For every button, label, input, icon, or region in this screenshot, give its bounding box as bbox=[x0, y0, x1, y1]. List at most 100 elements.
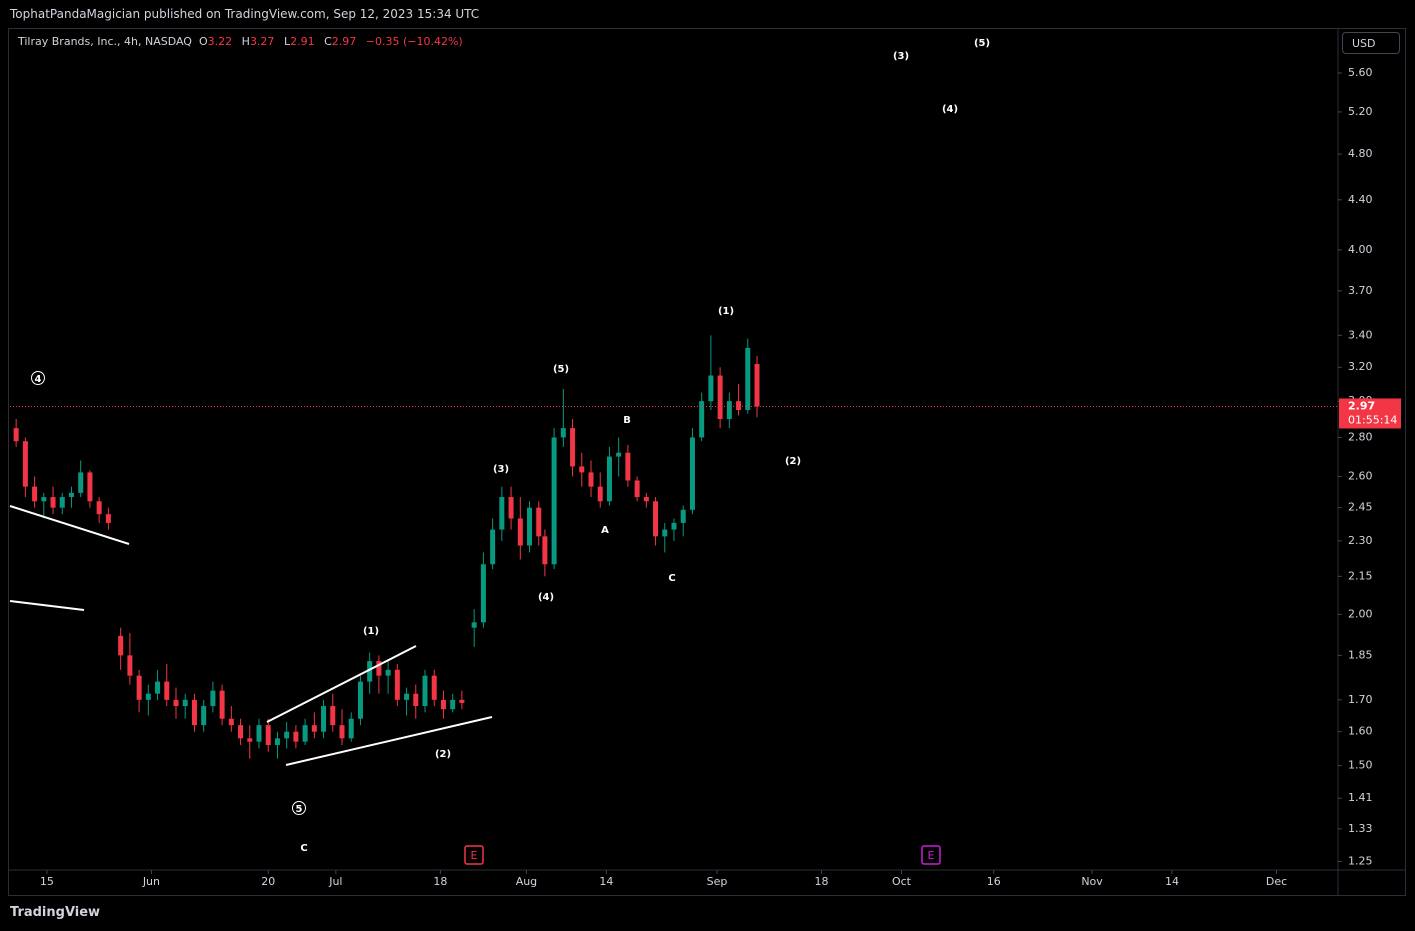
candle-body bbox=[662, 529, 668, 537]
candle-body bbox=[87, 472, 93, 502]
currency-button[interactable]: USD bbox=[1342, 32, 1400, 54]
candle-body bbox=[471, 622, 477, 628]
y-tick-label: 3.20 bbox=[1348, 360, 1373, 373]
wave-label: C bbox=[300, 843, 307, 854]
y-tick-label: 2.60 bbox=[1348, 469, 1373, 482]
x-tick-label: 16 bbox=[987, 875, 1001, 888]
candle-body bbox=[625, 452, 631, 481]
candle-body bbox=[560, 428, 566, 438]
candle-body bbox=[274, 738, 280, 746]
y-tick-label: 2.30 bbox=[1348, 534, 1373, 547]
candle-body bbox=[671, 522, 677, 530]
y-tick-label: 2.45 bbox=[1348, 501, 1373, 514]
candle-body bbox=[118, 635, 124, 656]
candle-body bbox=[348, 718, 354, 739]
wave-label: C bbox=[668, 573, 675, 584]
candle-body bbox=[717, 375, 723, 420]
price-badge bbox=[1339, 398, 1401, 429]
y-tick-label: 5.60 bbox=[1348, 66, 1373, 79]
candle-body bbox=[588, 472, 594, 487]
candle-body bbox=[173, 699, 179, 707]
x-tick-label: 14 bbox=[1165, 875, 1179, 888]
candle-body bbox=[459, 699, 465, 703]
ohlc-label: L bbox=[283, 35, 291, 48]
wave-label: 4 bbox=[35, 374, 42, 385]
wave-label: 5 bbox=[296, 804, 303, 815]
earnings-label: E bbox=[928, 849, 935, 862]
x-tick-label: 18 bbox=[815, 875, 829, 888]
y-tick-label: 1.50 bbox=[1348, 759, 1373, 772]
candle-body bbox=[136, 675, 142, 700]
candle-body bbox=[616, 452, 622, 457]
y-tick-label: 1.70 bbox=[1348, 693, 1373, 706]
candle-body bbox=[736, 401, 742, 411]
y-tick-label: 2.80 bbox=[1348, 430, 1373, 443]
ohlc-label: C bbox=[324, 35, 332, 48]
ohlc-label: O bbox=[198, 35, 208, 48]
change: −0.35 (−10.42%) bbox=[365, 35, 463, 48]
countdown: 01:55:14 bbox=[1348, 413, 1397, 426]
y-tick-label: 4.80 bbox=[1348, 147, 1373, 160]
price-label: 2.97 bbox=[1348, 399, 1375, 412]
wave-label: (1) bbox=[363, 626, 379, 637]
y-tick-label: 3.70 bbox=[1348, 284, 1373, 297]
candle-body bbox=[105, 514, 111, 523]
trend-line bbox=[9, 600, 85, 611]
y-tick-label: 1.25 bbox=[1348, 855, 1373, 868]
candle-body bbox=[490, 529, 496, 565]
wave-label: (4) bbox=[538, 592, 554, 603]
earnings-label: E bbox=[471, 849, 478, 862]
publisher: TophatPandaMagician published on Trading… bbox=[10, 7, 480, 21]
candle-body bbox=[210, 690, 216, 707]
candle-body bbox=[480, 564, 486, 623]
candle-body bbox=[13, 428, 19, 442]
candle-body bbox=[745, 347, 751, 411]
high-value: 3.27 bbox=[249, 35, 275, 48]
candle-body bbox=[78, 472, 84, 493]
trend-line bbox=[9, 505, 130, 545]
wave-label: A bbox=[601, 525, 609, 536]
candle-body bbox=[321, 706, 327, 732]
candle-body bbox=[527, 507, 533, 546]
x-tick-label: Nov bbox=[1081, 875, 1103, 888]
candle-body bbox=[413, 693, 419, 707]
earnings-marker bbox=[464, 845, 484, 865]
candle-body bbox=[394, 669, 400, 700]
y-tick-label: 1.60 bbox=[1348, 725, 1373, 738]
publish-bar: TophatPandaMagician published on Trading… bbox=[0, 0, 1415, 28]
x-tick-label: 18 bbox=[433, 875, 447, 888]
candle-body bbox=[508, 497, 514, 519]
wave-label: (4) bbox=[942, 104, 958, 115]
chart-frame bbox=[8, 28, 1406, 896]
legend: Tilray Brands, Inc., 4h, NASDAQ O3.22 H3… bbox=[18, 34, 469, 50]
y-tick-label: 1.85 bbox=[1348, 648, 1373, 661]
candle-body bbox=[339, 725, 345, 739]
open-value: 3.22 bbox=[207, 35, 233, 48]
candle-body bbox=[293, 731, 299, 742]
x-tick-label: Sep bbox=[707, 875, 728, 888]
candle-body bbox=[238, 725, 244, 739]
candle-body bbox=[422, 675, 428, 707]
low-value: 2.91 bbox=[290, 35, 315, 48]
candle-body bbox=[247, 738, 253, 742]
wave-label: B bbox=[623, 415, 631, 426]
y-tick-label: 3.40 bbox=[1348, 328, 1373, 341]
candle-body bbox=[41, 497, 47, 502]
candle-body bbox=[517, 518, 523, 546]
wave-label: (1) bbox=[718, 306, 734, 317]
candle-body bbox=[376, 661, 382, 676]
candle-body bbox=[606, 456, 612, 502]
candle-body bbox=[551, 437, 557, 565]
candle-body bbox=[155, 681, 161, 694]
candle-body bbox=[284, 731, 290, 739]
symbol: Tilray Brands, Inc., 4h, NASDAQ bbox=[18, 35, 192, 48]
candle-body bbox=[22, 441, 28, 487]
candle-body bbox=[311, 725, 317, 732]
candle-body bbox=[643, 497, 649, 502]
candle-body bbox=[302, 725, 308, 742]
y-tick-label: 2.15 bbox=[1348, 569, 1373, 582]
close-value: 2.97 bbox=[331, 35, 357, 48]
candle-body bbox=[542, 536, 548, 565]
candle-body bbox=[145, 693, 151, 700]
